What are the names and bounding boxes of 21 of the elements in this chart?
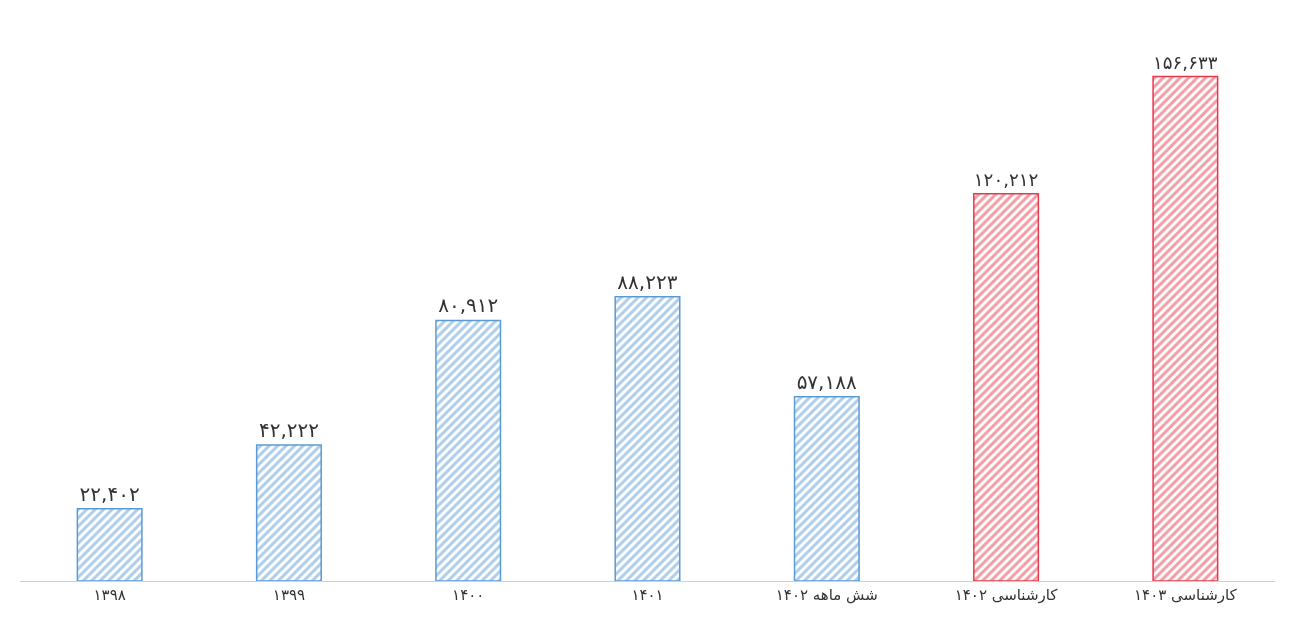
bar bbox=[793, 396, 860, 581]
bar bbox=[255, 444, 322, 581]
data-label: ۱۵۶,۶۳۳ bbox=[1153, 52, 1218, 74]
x-tick-label: ۱۳۹۹ bbox=[272, 586, 306, 604]
data-label: ۵۷,۱۸۸ bbox=[796, 369, 857, 394]
x-tick-label: کارشناسی ۱۴۰۳ bbox=[1134, 586, 1238, 604]
data-label: ۲۲,۴۰۲ bbox=[79, 481, 140, 506]
x-tick-label: شش ماهه ۱۴۰۲ bbox=[775, 586, 878, 604]
x-tick-label: ۱۴۰۱ bbox=[631, 586, 664, 604]
data-label: ۸۸,۲۲۳ bbox=[617, 269, 678, 294]
bar bbox=[76, 508, 143, 581]
data-label: ۱۲۰,۲۱۲ bbox=[973, 169, 1039, 191]
bar bbox=[973, 193, 1040, 581]
bar bbox=[1152, 75, 1219, 581]
data-label: ۸۰,۹۱۲ bbox=[438, 293, 499, 318]
data-label: ۴۲,۲۲۲ bbox=[258, 418, 319, 443]
x-tick-label: کارشناسی ۱۴۰۲ bbox=[954, 586, 1059, 604]
bar bbox=[435, 319, 502, 581]
x-tick-label: ۱۴۰۰ bbox=[452, 586, 485, 604]
bar bbox=[614, 296, 681, 581]
x-tick-label: ۱۳۹۸ bbox=[93, 586, 126, 604]
